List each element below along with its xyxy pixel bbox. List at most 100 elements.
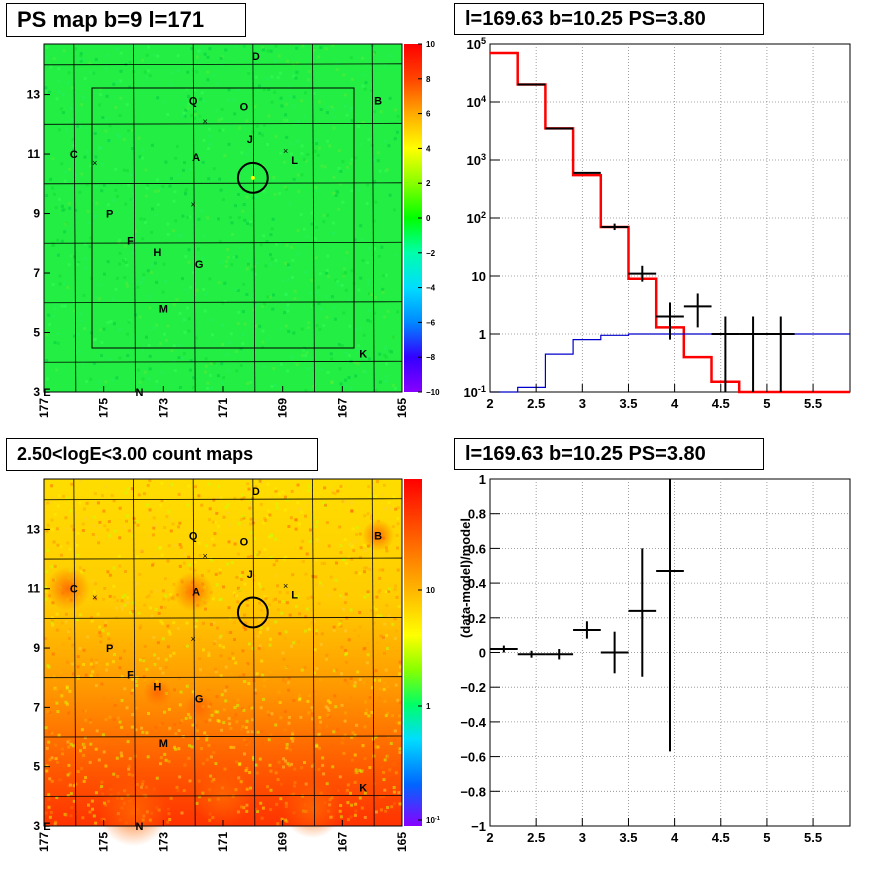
noise-pixel <box>269 262 273 266</box>
noise-pixel <box>313 149 317 153</box>
noise-pixel <box>347 638 351 642</box>
noise-pixel <box>202 621 205 625</box>
noise-pixel <box>253 519 257 522</box>
noise-pixel <box>285 743 289 746</box>
noise-pixel <box>115 80 119 84</box>
noise-pixel <box>394 683 398 687</box>
noise-pixel <box>128 85 132 89</box>
noise-pixel <box>83 155 87 159</box>
noise-pixel <box>286 303 290 307</box>
noise-pixel <box>267 535 271 539</box>
noise-pixel <box>100 792 104 796</box>
noise-pixel <box>71 667 75 671</box>
noise-pixel <box>384 355 388 359</box>
noise-pixel <box>302 157 306 161</box>
noise-pixel <box>246 555 250 559</box>
noise-pixel <box>293 297 297 301</box>
noise-pixel <box>375 595 379 599</box>
noise-pixel <box>377 590 381 594</box>
y-tick-label: 104 <box>466 94 486 110</box>
source-label-D: D <box>252 486 260 498</box>
source-label-G: G <box>195 259 204 271</box>
noise-pixel <box>198 553 202 557</box>
noise-pixel <box>212 642 216 646</box>
noise-pixel <box>296 252 300 256</box>
noise-pixel <box>62 282 66 286</box>
noise-pixel <box>330 105 334 109</box>
noise-pixel <box>46 709 50 713</box>
noise-pixel <box>119 751 123 755</box>
noise-pixel <box>290 152 294 156</box>
noise-pixel <box>304 615 308 619</box>
noise-pixel <box>60 694 64 698</box>
noise-pixel <box>241 649 245 653</box>
count-colorbar <box>404 479 422 826</box>
noise-pixel <box>74 47 78 51</box>
source-label-O: O <box>240 101 249 113</box>
noise-pixel <box>91 579 95 583</box>
noise-pixel <box>98 663 102 667</box>
noise-pixel <box>387 589 390 593</box>
noise-pixel <box>87 803 90 807</box>
noise-pixel <box>84 517 88 520</box>
noise-pixel <box>262 189 266 193</box>
noise-pixel <box>89 377 93 381</box>
noise-pixel <box>259 706 263 710</box>
noise-pixel <box>83 242 87 246</box>
noise-pixel <box>181 168 185 172</box>
grid-parallel <box>43 735 403 738</box>
noise-pixel <box>196 737 200 740</box>
noise-pixel <box>258 324 262 328</box>
noise-pixel <box>251 647 255 651</box>
noise-pixel <box>59 107 63 111</box>
noise-pixel <box>218 177 222 181</box>
noise-pixel <box>373 296 377 300</box>
noise-pixel <box>337 207 341 211</box>
noise-pixel <box>392 495 396 499</box>
source-label-G: G <box>195 693 204 705</box>
noise-pixel <box>72 672 75 676</box>
noise-pixel <box>152 53 156 57</box>
noise-pixel <box>296 639 300 643</box>
ps-colorbar <box>404 44 422 392</box>
noise-pixel <box>92 338 96 342</box>
noise-pixel <box>88 810 92 814</box>
noise-pixel <box>185 684 189 688</box>
ps-circle <box>236 161 269 194</box>
noise-pixel <box>337 343 341 347</box>
noise-pixel <box>240 728 243 732</box>
noise-pixel <box>92 502 96 506</box>
noise-pixel <box>142 675 146 679</box>
noise-pixel <box>100 341 104 344</box>
noise-pixel <box>378 169 382 173</box>
noise-pixel <box>250 268 254 272</box>
noise-pixel <box>156 54 160 58</box>
noise-pixel <box>169 83 173 87</box>
noise-pixel <box>350 735 354 739</box>
noise-pixel <box>103 272 106 276</box>
noise-pixel <box>147 377 151 381</box>
noise-pixel <box>157 189 161 193</box>
noise-pixel <box>342 751 346 755</box>
noise-pixel <box>207 134 211 138</box>
noise-pixel <box>225 685 229 689</box>
noise-pixel <box>68 689 72 693</box>
noise-pixel <box>284 113 288 117</box>
noise-pixel <box>260 730 264 733</box>
noise-pixel <box>235 760 238 764</box>
noise-pixel <box>270 227 274 231</box>
source-cross: × <box>92 158 97 168</box>
grid-meridian <box>73 478 77 827</box>
noise-pixel <box>374 200 378 204</box>
noise-pixel <box>120 675 124 679</box>
noise-pixel <box>222 721 226 725</box>
noise-pixel <box>72 784 76 788</box>
noise-pixel <box>131 688 135 692</box>
noise-pixel <box>147 343 151 347</box>
noise-pixel <box>282 757 286 761</box>
noise-pixel <box>158 667 162 671</box>
noise-pixel <box>179 545 183 549</box>
noise-pixel <box>347 376 351 379</box>
noise-pixel <box>241 571 245 574</box>
noise-pixel <box>338 367 342 371</box>
